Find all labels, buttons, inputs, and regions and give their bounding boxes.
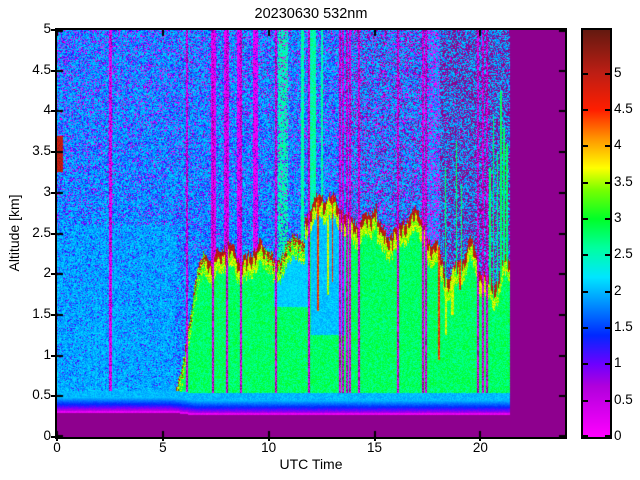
chart-title: 20230630 532nm <box>254 6 368 22</box>
colorbar-tick <box>583 435 588 437</box>
colorbar-tick-label: 1.5 <box>614 318 633 334</box>
colorbar-tick <box>583 181 588 184</box>
y-tick-label: 0.5 <box>32 387 51 403</box>
y-tick <box>51 191 55 194</box>
y-tick-label: 5 <box>43 21 51 36</box>
colorbar-tick-label: 2 <box>614 282 622 298</box>
colorbar-tick <box>605 145 610 148</box>
colorbar-tick-label: 5 <box>614 64 622 80</box>
colorbar-tick <box>605 217 610 220</box>
x-tick-label: 10 <box>261 440 277 455</box>
y-tick <box>51 395 55 398</box>
colorbar-tick <box>583 108 588 111</box>
colorbar-tick <box>583 290 588 293</box>
y-tick <box>51 69 55 72</box>
y-tick-label: 1 <box>43 346 51 362</box>
colorbar-tick <box>583 399 588 402</box>
x-tick-label: 0 <box>53 440 61 455</box>
colorbar-tick <box>583 72 588 75</box>
colorbar-tick-label: 1 <box>614 355 622 371</box>
y-tick-label: 2.5 <box>32 224 51 240</box>
x-tick <box>267 437 270 441</box>
colorbar-tick <box>605 72 610 75</box>
plot-area <box>55 28 567 439</box>
colorbar-tick <box>583 363 588 366</box>
x-tick <box>56 437 58 441</box>
colorbar-tick <box>605 181 610 184</box>
y-tick-label: 0 <box>43 428 51 443</box>
y-tick-label: 4 <box>43 102 51 118</box>
y-tick <box>51 151 55 154</box>
y-tick <box>51 313 55 316</box>
colorbar-tick-label: 3 <box>614 209 622 225</box>
heatmap-canvas <box>57 30 565 437</box>
y-tick <box>51 273 55 276</box>
x-tick-label: 20 <box>472 440 488 455</box>
colorbar-tick <box>605 435 610 437</box>
y-tick-label: 2 <box>43 265 51 281</box>
x-tick-label: 15 <box>366 440 383 455</box>
colorbar-tick <box>605 363 610 366</box>
x-tick <box>479 437 482 441</box>
colorbar-tick-label: 4.5 <box>614 100 633 116</box>
colorbar-tick-label: 0 <box>614 428 622 443</box>
colorbar-tick <box>583 145 588 148</box>
y-tick-label: 3 <box>43 183 51 199</box>
x-tick <box>373 437 376 441</box>
colorbar-tick <box>605 326 610 329</box>
y-tick-label: 3.5 <box>32 143 51 159</box>
colorbar-tick <box>605 290 610 293</box>
y-tick-label: 1.5 <box>32 305 51 321</box>
colorbar-tick <box>605 254 610 257</box>
x-tick-label: 5 <box>159 440 167 455</box>
y-tick <box>51 110 55 113</box>
x-axis-label: UTC Time <box>279 456 343 472</box>
x-tick <box>161 437 164 441</box>
colorbar-tick-label: 2.5 <box>614 246 633 262</box>
y-tick-label: 4.5 <box>32 61 51 77</box>
colorbar-tick <box>583 326 588 329</box>
colorbar-tick-label: 3.5 <box>614 173 633 189</box>
colorbar-tick <box>583 217 588 220</box>
colorbar-tick <box>583 254 588 257</box>
colorbar-tick-label: 0.5 <box>614 391 633 407</box>
colorbar-tick <box>605 399 610 402</box>
y-tick <box>51 232 55 235</box>
y-tick <box>51 354 55 357</box>
y-tick <box>51 436 55 438</box>
colorbar-tick <box>605 108 610 111</box>
colorbar <box>581 28 612 439</box>
colorbar-tick-label: 4 <box>614 137 622 153</box>
y-tick <box>51 29 55 31</box>
